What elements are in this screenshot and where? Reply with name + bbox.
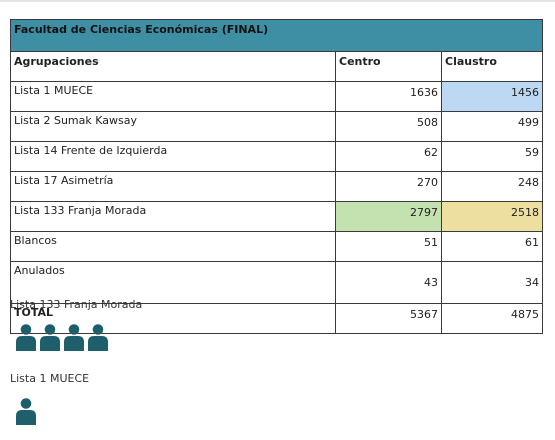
row-name: Lista 133 Franja Morada — [10, 201, 336, 232]
person-icon — [40, 324, 60, 351]
person-icon — [16, 324, 36, 351]
winner-caption-1: Lista 133 Franja Morada — [10, 298, 143, 311]
person-icon — [64, 324, 84, 351]
total-centro: 5367 — [335, 303, 442, 334]
header-agrupaciones: Agrupaciones — [10, 51, 336, 82]
table-total-row: TOTAL 5367 4875 — [10, 303, 544, 334]
table-row: Anulados 43 34 — [10, 261, 544, 304]
table-row: Lista 133 Franja Morada 2797 2518 — [10, 201, 544, 232]
winner-icons-1 — [16, 324, 108, 351]
table-title-row: Facultad de Ciencias Económicas (FINAL) — [9, 19, 544, 52]
row-centro: 43 — [335, 261, 442, 304]
table-row: Lista 2 Sumak Kawsay 508 499 — [10, 111, 544, 142]
top-divider — [0, 0, 555, 2]
results-table: Facultad de Ciencias Económicas (FINAL) … — [9, 19, 544, 334]
row-name: Lista 14 Frente de Izquierda — [10, 141, 336, 172]
row-name: Lista 1 MUECE — [10, 81, 336, 112]
row-centro: 1636 — [335, 81, 442, 112]
winner-icons-2 — [16, 398, 36, 425]
table-title: Facultad de Ciencias Económicas (FINAL) — [9, 19, 544, 52]
total-claustro: 4875 — [440, 303, 544, 334]
row-centro: 270 — [335, 171, 442, 202]
row-claustro: 248 — [440, 171, 544, 202]
row-centro: 508 — [335, 111, 442, 142]
table-header-row: Agrupaciones Centro Claustro — [10, 51, 544, 82]
header-centro: Centro — [335, 51, 442, 82]
table-row: Lista 14 Frente de Izquierda 62 59 — [10, 141, 544, 172]
row-name: Blancos — [10, 231, 336, 262]
row-claustro: 34 — [440, 261, 544, 304]
row-claustro: 1456 — [440, 81, 544, 112]
table-row: Blancos 51 61 — [10, 231, 544, 262]
row-centro: 62 — [335, 141, 442, 172]
person-icon — [88, 324, 108, 351]
row-claustro: 59 — [440, 141, 544, 172]
winner-caption-2: Lista 1 MUECE — [10, 372, 90, 385]
header-claustro: Claustro — [440, 51, 544, 82]
person-icon — [16, 398, 36, 425]
table-row: Lista 17 Asimetría 270 248 — [10, 171, 544, 202]
row-name: Lista 2 Sumak Kawsay — [10, 111, 336, 142]
row-centro: 51 — [335, 231, 442, 262]
row-centro: 2797 — [335, 201, 442, 232]
table-row: Lista 1 MUECE 1636 1456 — [10, 81, 544, 112]
row-claustro: 2518 — [440, 201, 544, 232]
total-label: TOTAL — [10, 303, 336, 334]
row-name: Anulados — [10, 261, 336, 304]
row-claustro: 499 — [440, 111, 544, 142]
row-name: Lista 17 Asimetría — [10, 171, 336, 202]
row-claustro: 61 — [440, 231, 544, 262]
